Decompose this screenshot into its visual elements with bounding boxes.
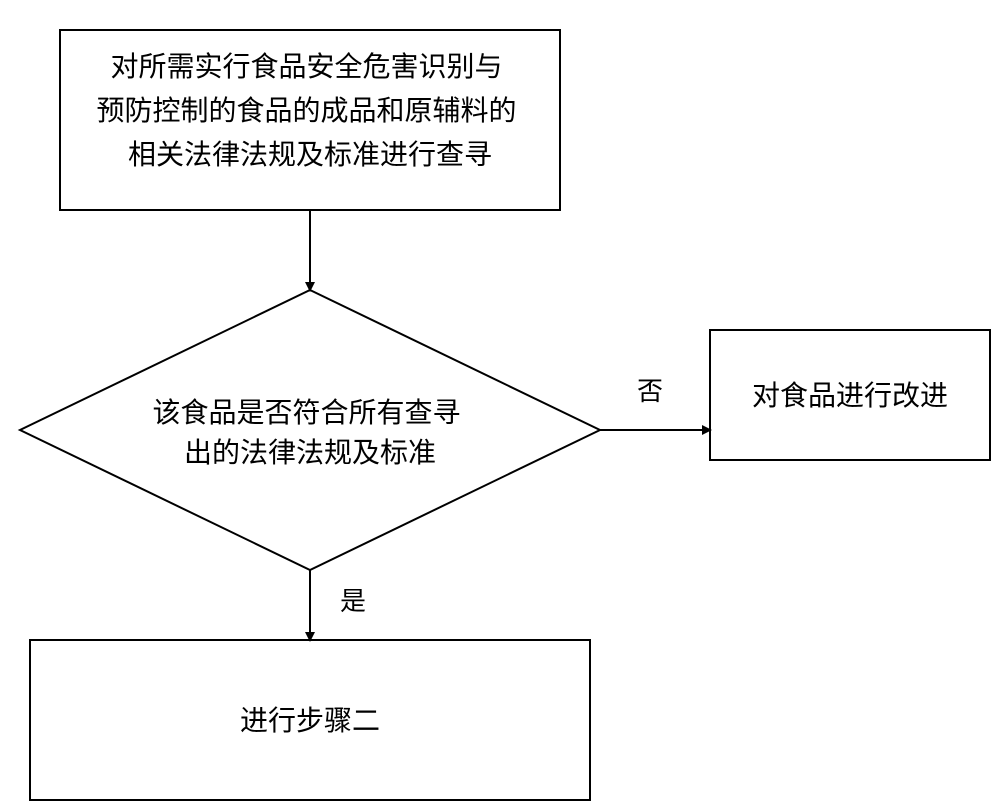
step2-text: 进行步骤二 <box>240 705 380 737</box>
step1-line2: 预防控制的食品的成品和原辅料的 <box>96 95 516 127</box>
step2-line1: 进行步骤二 <box>240 705 380 737</box>
label-no: 否 <box>637 377 663 406</box>
label-yes: 是 <box>340 587 366 616</box>
step1-line3: 相关法律法规及标准进行查寻 <box>128 139 492 171</box>
improve-line1: 对食品进行改进 <box>752 380 948 412</box>
decision-line1: 该食品是否符合所有查寻 <box>152 397 460 429</box>
step1-line1: 对所需实行食品安全危害识别与 <box>110 51 502 83</box>
decision-line2: 出的法律法规及标准 <box>184 437 436 469</box>
step1-text: 对所需实行食品安全危害识别与 预防控制的食品的成品和原辅料的 相关法律法规及标准… <box>96 51 523 171</box>
improve-text: 对食品进行改进 <box>752 380 948 412</box>
decision-diamond <box>20 290 600 570</box>
